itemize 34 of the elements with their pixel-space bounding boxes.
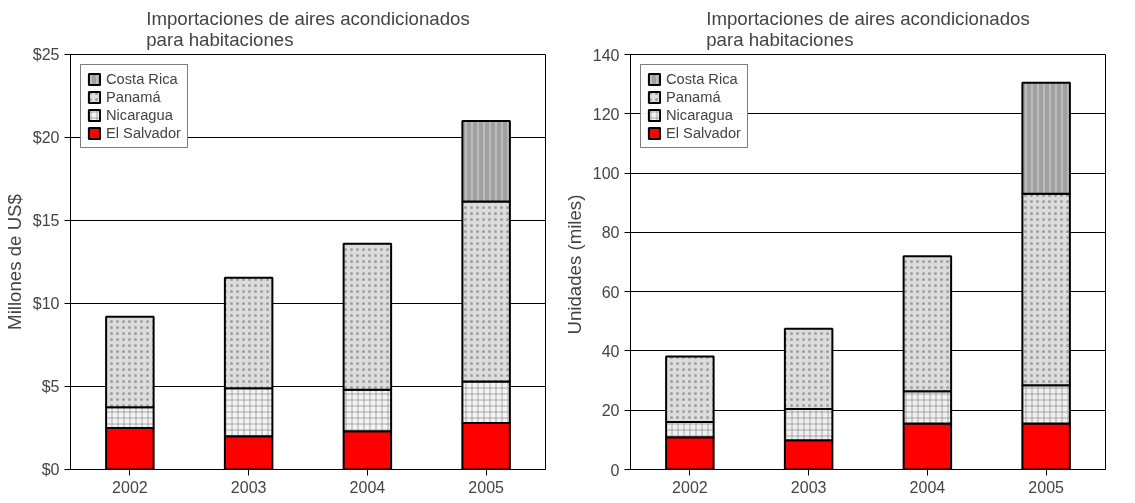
legend-label: El Salvador: [106, 125, 181, 141]
y-tick-label: $10: [32, 295, 60, 312]
x-tick-label: 2003: [790, 478, 827, 496]
y-tick-label: 120: [592, 105, 620, 123]
y-tick-label: $20: [32, 129, 60, 146]
chart-title: Importaciones de aires acondicionados para habitaciones: [706, 7, 1030, 50]
x-tick-label: 2005: [1028, 478, 1065, 496]
y-axis-title: Millones de US$: [3, 193, 25, 330]
x-tick-label: 2002: [112, 478, 148, 496]
legend-label: Costa Rica: [106, 71, 178, 87]
y-tick-label: $15: [32, 212, 60, 229]
x-tick-label: 2004: [909, 478, 946, 496]
y-tick-label: 20: [601, 402, 620, 420]
y-tick-label: 140: [592, 46, 620, 64]
legend-label: Nicaragua: [106, 107, 173, 123]
y-tick-label: $5: [41, 378, 60, 395]
x-tick-label: 2004: [349, 478, 386, 496]
y-axis-title: Unidades (miles): [563, 194, 585, 335]
y-tick-label: $25: [32, 46, 60, 63]
legend-label: Panamá: [666, 89, 721, 105]
chart-title: Importaciones de aires acondicionados para habitaciones: [146, 7, 470, 50]
x-tick-label: 2002: [672, 478, 708, 496]
y-tick-label: $0: [41, 461, 60, 478]
y-tick-label: 80: [601, 224, 620, 242]
y-tick-label: 60: [601, 283, 620, 301]
legend-label: Costa Rica: [666, 71, 738, 87]
y-tick-label: 100: [592, 165, 620, 183]
legend-label: Panamá: [106, 89, 161, 105]
y-tick-label: 0: [610, 461, 620, 479]
legend-label: Nicaragua: [666, 107, 733, 123]
legend-label: El Salvador: [666, 125, 741, 141]
y-tick-label: 40: [601, 342, 620, 360]
x-tick-label: 2003: [230, 478, 267, 496]
x-tick-label: 2005: [468, 478, 505, 496]
